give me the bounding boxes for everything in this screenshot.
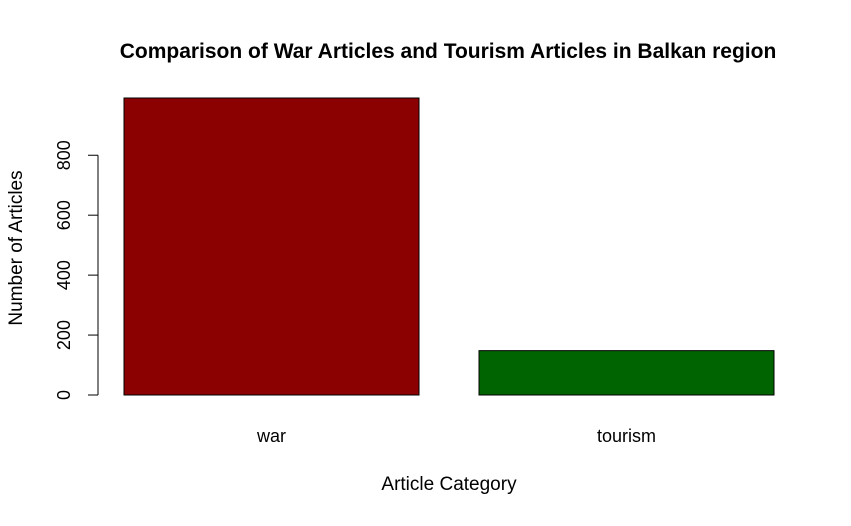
- y-axis: 0 200 400 600 800: [54, 140, 99, 400]
- y-tick-label: 600: [54, 200, 74, 230]
- y-tick-label: 800: [54, 140, 74, 170]
- x-category-label-tourism: tourism: [597, 426, 656, 446]
- y-tick-label: 200: [54, 320, 74, 350]
- x-category-label-war: war: [256, 426, 286, 446]
- bar-war: [123, 97, 420, 396]
- bars-group: [123, 97, 775, 396]
- bar-tourism: [478, 350, 775, 396]
- y-tick-label: 0: [54, 390, 74, 400]
- x-axis-label: Article Category: [381, 474, 517, 495]
- chart-title: Comparison of War Articles and Tourism A…: [120, 40, 777, 63]
- x-category-labels: war tourism: [256, 426, 656, 446]
- y-tick-label: 400: [54, 260, 74, 290]
- y-axis-label: Number of Articles: [6, 170, 27, 325]
